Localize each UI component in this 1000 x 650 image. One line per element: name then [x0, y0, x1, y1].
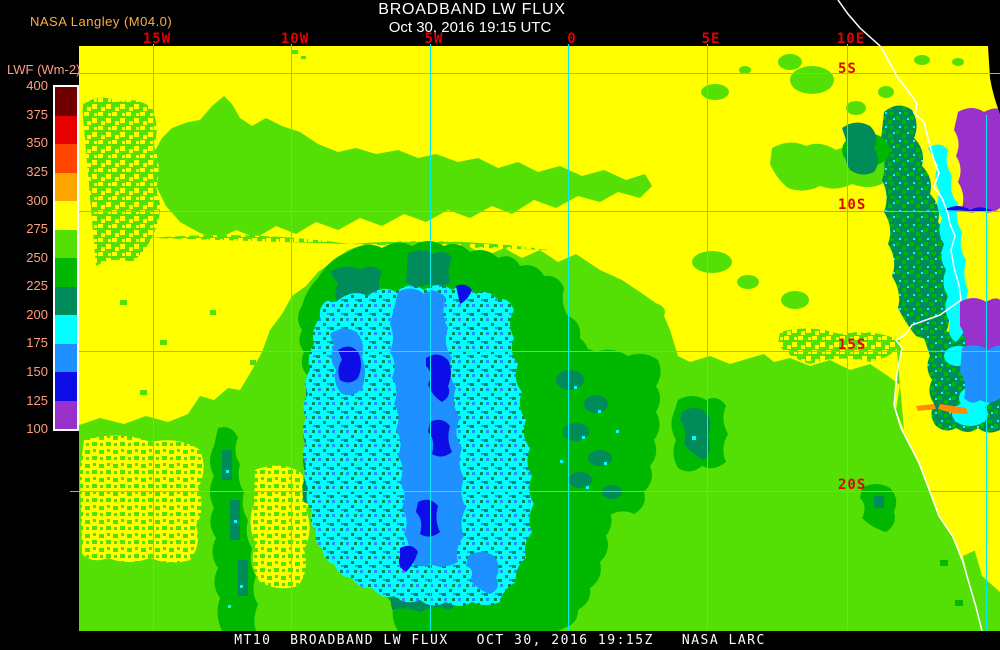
colorbar-segment: [55, 172, 77, 201]
left-mottle: [82, 97, 160, 266]
credit-text: NASA Langley (M04.0): [30, 14, 173, 29]
lat-label-20s: 20S: [838, 477, 867, 493]
colorbar-segment: [55, 315, 77, 344]
colorbar-segment: [55, 115, 77, 144]
southwest-yellow-mottle: [80, 435, 204, 563]
colorbar-tick: 375: [26, 107, 48, 122]
footer-caption: MT10 BROADBAND LW FLUX OCT 30, 2016 19:1…: [234, 633, 766, 648]
colorbar: [53, 85, 79, 431]
colorbar-segment: [55, 201, 77, 230]
lat-label-15s: 15S: [838, 337, 867, 353]
graticule: [62, 44, 1000, 631]
coast-blue-mid: [944, 206, 994, 212]
colorbar-title: LWF (Wm-2): [7, 62, 81, 77]
lon-label-10e: 10E: [836, 31, 866, 47]
disk-edge-wedge: [988, 46, 1000, 114]
coastline: [837, 0, 983, 632]
footer-bar: MT10 BROADBAND LW FLUX OCT 30, 2016 19:1…: [0, 631, 1000, 650]
lon-label-5e: 5E: [701, 31, 721, 47]
colorbar-segment: [55, 229, 77, 258]
colorbar-tick: 150: [26, 364, 48, 379]
mid-yellow-mottle: [250, 465, 310, 589]
colorbar-segment: [55, 87, 77, 116]
lon-label-5w: 5W: [424, 31, 444, 47]
colorbar-tick: 100: [26, 421, 48, 436]
east-dark-blob: [671, 396, 728, 472]
colorbar-segment: [55, 258, 77, 287]
colorbar-segment: [55, 144, 77, 173]
colorbar-tick: 350: [26, 135, 48, 150]
colorbar-segment: [55, 343, 77, 372]
coast-upper-teal: [842, 122, 890, 175]
southwest-convective-line: [210, 427, 258, 631]
colorbar-tick: 275: [26, 221, 48, 236]
coast-purple-south: [960, 298, 1000, 357]
coast-purple-north: [954, 108, 1000, 213]
lat-label-10s: 10S: [838, 197, 867, 213]
right-wedge-mottle: [778, 328, 900, 364]
page-subtitle: Oct 30, 2016 19:15 UTC: [388, 19, 552, 36]
page-title: BROADBAND LW FLUX: [378, 1, 566, 18]
map-raster: [79, 46, 1000, 631]
central-lightblue: [330, 288, 499, 594]
east-lobe-cyan-specks: [560, 386, 619, 489]
hot-land-streaks: [916, 404, 968, 414]
coastal-teal-band: [880, 105, 951, 339]
colorbar-segment: [55, 286, 77, 315]
colorbar-tick: 400: [26, 78, 48, 93]
lon-label-10w: 10W: [280, 31, 310, 47]
colorbar-tick: 300: [26, 193, 48, 208]
colorbar-tick: 200: [26, 307, 48, 322]
colorbar-tick: 225: [26, 278, 48, 293]
colorbar-tick: 125: [26, 393, 48, 408]
lon-label-15w: 15W: [142, 31, 172, 47]
coast-20s-blob: [860, 484, 963, 606]
central-blue-cores: [338, 284, 472, 572]
colorbar-tick: 325: [26, 164, 48, 179]
colorbar-tick: 175: [26, 335, 48, 350]
lat-label-5s: 5S: [838, 61, 857, 77]
colorbar-segment: [55, 372, 77, 401]
coast-lightblue-south: [960, 345, 1000, 403]
colorbar-tick: 250: [26, 250, 48, 265]
lon-label-0: 0: [567, 31, 577, 47]
colorbar-segment: [55, 400, 77, 429]
